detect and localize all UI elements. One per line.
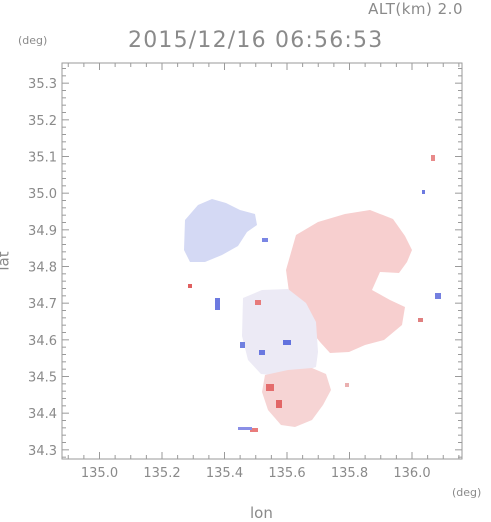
axis-tick-labels: 135.0 135.2 135.4 135.6 135.8 136.0 35.3 35.2 35… [28, 77, 431, 481]
echo-region-northwest [184, 199, 257, 262]
x-tick-label: 136.0 [393, 466, 430, 481]
x-tick-label: 135.0 [81, 466, 118, 481]
y-tick-label: 34.7 [28, 297, 57, 312]
echo-region-east [286, 210, 412, 353]
y-tick-label: 34.9 [28, 224, 57, 239]
x-axis-label: lon [250, 504, 273, 522]
y-tick-label: 34.4 [28, 407, 57, 422]
y-tick-label: 35.3 [28, 77, 57, 92]
x-tick-label: 135.6 [268, 466, 305, 481]
y-tick-label: 34.6 [28, 334, 57, 349]
strong-echo-speckles [188, 155, 441, 432]
altitude-label: ALT(km) 2.0 [368, 0, 463, 18]
x-tick-label: 135.8 [331, 466, 368, 481]
axis-ticks [62, 63, 462, 459]
y-tick-label: 35.0 [28, 187, 57, 202]
y-tick-label: 34.5 [28, 371, 57, 386]
y-tick-label: 35.1 [28, 151, 57, 166]
y-tick-label: 34.8 [28, 261, 57, 276]
x-unit-label: (deg) [452, 486, 482, 499]
timestamp-title: 2015/12/16 06:56:53 [128, 28, 384, 53]
x-tick-label: 135.4 [206, 466, 243, 481]
y-tick-label: 35.2 [28, 114, 57, 129]
y-unit-label: (deg) [18, 34, 48, 47]
x-tick-label: 135.2 [143, 466, 180, 481]
echo-region-south [262, 368, 331, 427]
echo-field [184, 155, 441, 432]
y-tick-label: 34.3 [28, 444, 57, 459]
plot-frame [61, 62, 463, 460]
